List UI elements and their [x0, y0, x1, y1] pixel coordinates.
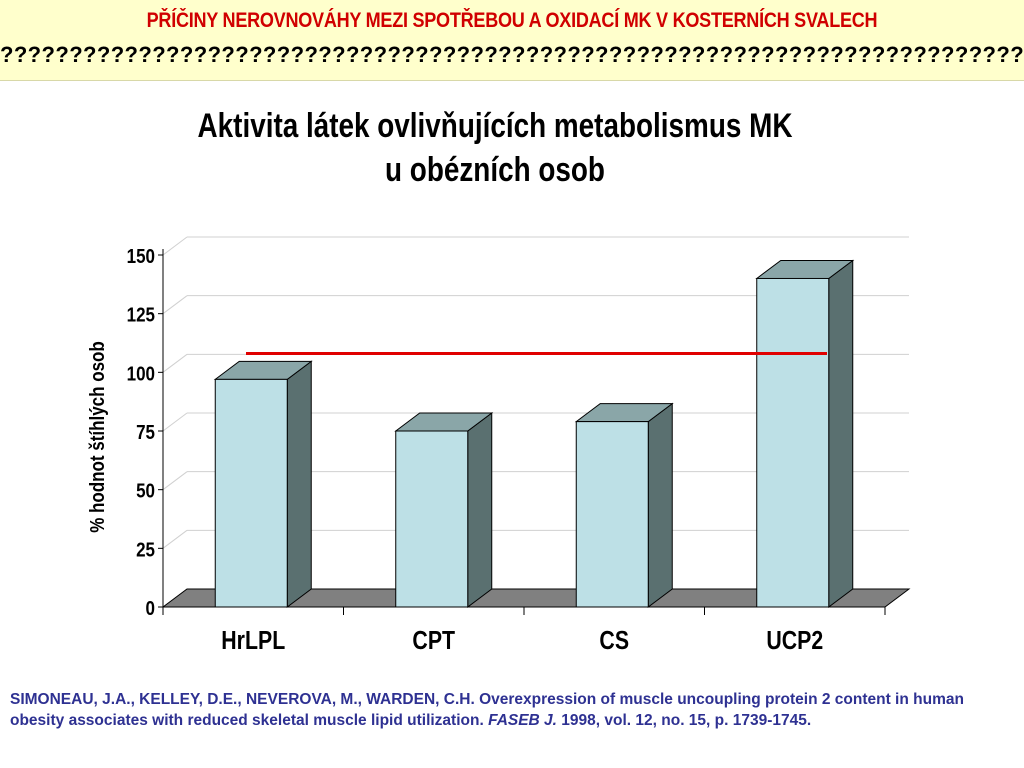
citation-tail: 1998, vol. 12, no. 15, p. 1739-1745.	[557, 712, 812, 729]
y-tick-label: 150	[127, 245, 155, 268]
x-tick-label: HrLPL	[221, 626, 285, 656]
slide-title: PŘÍČINY NEROVNOVÁHY MEZI SPOTŘEBOU A OXI…	[146, 9, 878, 32]
chart-title-line2: u obézních osob	[385, 151, 605, 189]
y-axis-title: % hodnot štíhlých osob	[86, 341, 109, 533]
gridline-side	[162, 295, 188, 315]
x-tick-label: CS	[599, 626, 629, 656]
citation-text: SIMONEAU, J.A., KELLEY, D.E., NEVEROVA, …	[10, 691, 964, 729]
gridline-side	[162, 353, 188, 373]
gridline-side	[162, 471, 188, 491]
gridline-side	[162, 236, 188, 256]
gridline-side	[162, 412, 188, 432]
bar-side	[647, 402, 673, 608]
gridline-side	[162, 529, 188, 549]
citation-journal: FASEB J.	[488, 712, 557, 729]
y-tick-label: 100	[127, 362, 155, 385]
bar-side	[828, 259, 854, 608]
chart-title: Aktivita látek ovlivňujících metabolismu…	[171, 104, 819, 192]
y-tick-label: 50	[136, 479, 155, 502]
citation: SIMONEAU, J.A., KELLEY, D.E., NEVEROVA, …	[10, 689, 1010, 731]
y-tick-label: 125	[127, 303, 155, 326]
bar	[575, 421, 649, 608]
bar	[214, 378, 288, 608]
bar	[395, 430, 469, 608]
y-tick-label: 0	[146, 597, 155, 620]
bar-chart: 0 25 50 75 100 125 150 HrLPL CPT CS UCP2 % hodnot š…	[86, 236, 911, 656]
bar-side	[467, 412, 493, 608]
bar-side	[286, 360, 312, 608]
slide-subtitle: ????????????????????????????????????????…	[0, 42, 1024, 67]
x-tick-label: UCP2	[766, 626, 823, 656]
x-tick-label: CPT	[412, 626, 455, 656]
slide-header: PŘÍČINY NEROVNOVÁHY MEZI SPOTŘEBOU A OXI…	[0, 0, 1024, 81]
bar	[756, 277, 830, 608]
chart-title-line1: Aktivita látek ovlivňujících metabolismu…	[197, 107, 793, 145]
y-tick-label: 25	[136, 538, 155, 561]
y-tick-label: 75	[136, 421, 155, 444]
